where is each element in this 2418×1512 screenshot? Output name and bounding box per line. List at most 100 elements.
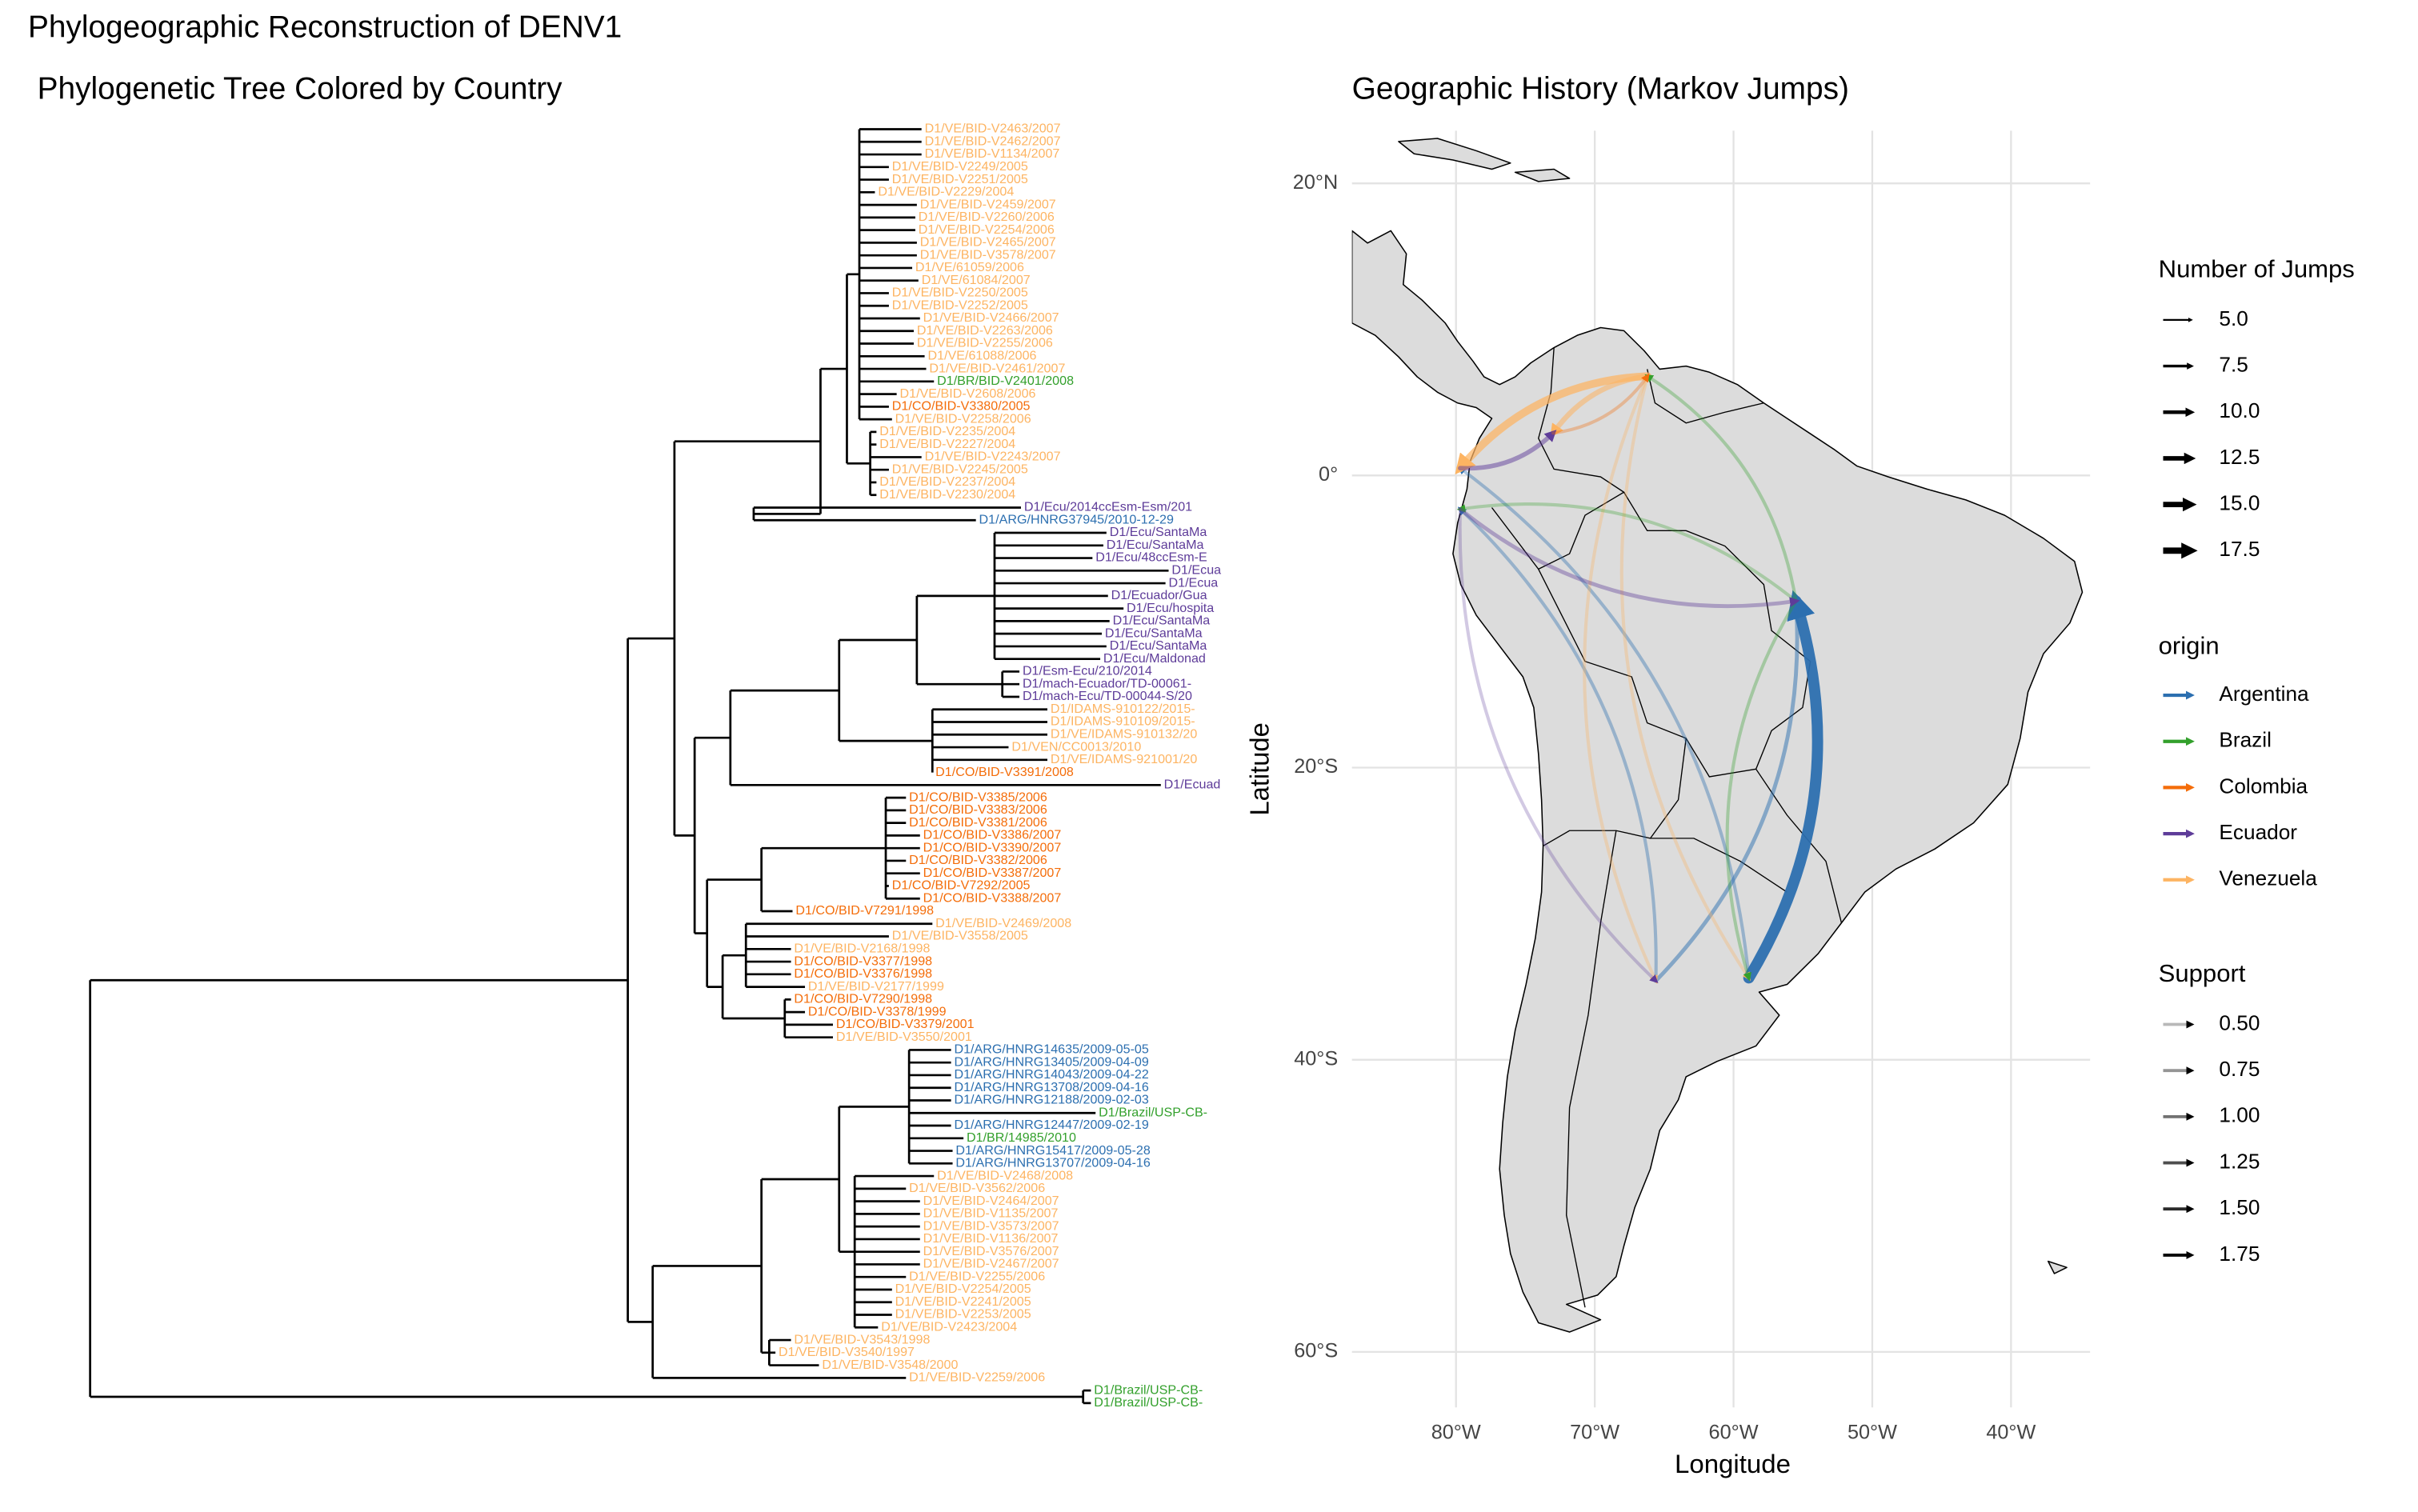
legend-label: 7.5 [2219,353,2248,377]
migration-arc [1458,430,1557,471]
legend-label: 5.0 [2219,306,2248,330]
tip-label: D1/Ecu/SantaMa [1110,525,1207,539]
tip-label: D1/VE/BID-V2254/2005 [895,1282,1031,1296]
legend-label: Argentina [2219,682,2309,706]
island [2047,1260,2068,1274]
legend-label: 15.0 [2219,491,2260,515]
tip-label: D1/Ecu/Maldonad [1103,651,1206,666]
tip-label: D1/ARG/HNRG37945/2010-12-29 [979,513,1174,527]
tip-label: D1/ARG/HNRG12188/2009-02-03 [954,1093,1148,1107]
legend-title: Number of Jumps [2159,255,2355,283]
tip-label: D1/VE/BID-V3576/2007 [923,1244,1059,1258]
migration-arc [1619,374,1751,981]
legend-label: Brazil [2219,728,2272,752]
tip-label: D1/VE/BID-V2468/2008 [937,1168,1073,1182]
tip-label: D1/VE/BID-V2255/2006 [917,336,1053,350]
tip-label: D1/mach-Ecu/TD-00044-S/20 [1023,689,1192,703]
arcs [1455,372,1824,984]
tip-label: D1/CO/BID-V3377/1998 [794,954,932,968]
migration-arc [1551,373,1650,435]
tip-label: D1/CO/BID-V3388/2007 [923,891,1062,906]
migration-arc [1725,599,1798,982]
tip-label: D1/VE/BID-V3578/2007 [920,247,1056,262]
migration-arc [1457,506,1658,983]
tip-label: D1/VE/BID-V2466/2007 [923,310,1059,325]
legend-label: 1.25 [2219,1150,2260,1174]
tip-label: D1/ARG/HNRG13707/2009-04-16 [955,1156,1150,1170]
y-tick-label: 40°S [1294,1047,1338,1070]
migration-arc [1743,590,1824,984]
tip-label: D1/Brazil/USP-CB- [1094,1395,1203,1410]
tip-label: D1/VE/BID-V2260/2006 [919,210,1055,224]
migration-arc [1455,372,1651,474]
tip-label: D1/VE/BID-V1135/2007 [923,1206,1059,1221]
tip-label: D1/ARG/HNRG13708/2009-04-16 [954,1080,1148,1094]
tip-label: D1/Brazil/USP-CB- [1099,1106,1207,1120]
tip-label: D1/CO/BID-V7290/1998 [794,992,932,1006]
migration-arc [1644,374,1798,603]
tip-label: D1/Ecu/2014ccEsm-Esm/201 [1024,500,1192,514]
tip-label: D1/ARG/HNRG12447/2009-02-19 [954,1118,1148,1132]
tip-label: D1/CO/BID-V3381/2006 [909,815,1047,830]
legend-label: 12.5 [2219,445,2260,469]
tip-label: D1/VE/BID-V2259/2006 [909,1370,1045,1385]
tip-label: D1/CO/BID-V3379/2001 [836,1017,975,1031]
tip-label: D1/VE/BID-V2469/2008 [935,916,1071,930]
tip-label: D1/IDAMS-910109/2015- [1051,714,1195,729]
y-tick-label: 20°S [1294,755,1338,778]
tree-title: Phylogenetic Tree Colored by Country [38,72,563,106]
tip-label: D1/CO/BID-V3386/2007 [923,828,1062,842]
legend: Number of Jumps 5.0 7.5 10.0 12.5 15.0 17.5 ori… [2159,255,2355,1266]
legend-title: Support [2159,959,2246,987]
tip-label: D1/VE/BID-V2462/2007 [925,134,1061,149]
tip-label: D1/CO/BID-V3383/2006 [909,802,1047,817]
tip-label: D1/Ecu/hospita [1127,601,1214,615]
tip-label: D1/CO/BID-V3382/2006 [909,853,1047,867]
tip-label: D1/VE/61088/2006 [927,349,1036,363]
tip-label: D1/Ecua [1169,575,1219,590]
x-tick-label: 70°W [1570,1422,1619,1444]
tip-label: D1/CO/BID-V7292/2005 [892,878,1031,893]
tip-label: D1/Ecu/SantaMa [1113,614,1211,628]
tip-label: D1/VE/BID-V1134/2007 [925,146,1060,161]
legend-label: Colombia [2219,774,2308,798]
tip-label: D1/VE/BID-V3562/2006 [909,1181,1045,1195]
tip-label: D1/VE/BID-V2235/2004 [879,424,1015,438]
tip-label: D1/VE/BID-V3548/2000 [822,1358,958,1372]
tip-label: D1/CO/BID-V7291/1998 [795,903,934,918]
tip-label: D1/mach-Ecuador/TD-00061- [1023,676,1191,690]
legend-label: 1.00 [2219,1103,2260,1127]
migration-arc [1654,597,1802,983]
legend-label: Venezuela [2219,866,2317,890]
tip-label: D1/VE/BID-V2465/2007 [920,235,1056,250]
tip-label: D1/VE/BID-V3543/1998 [794,1332,930,1346]
legend-title: origin [2159,632,2220,660]
island [1514,168,1571,182]
tip-label: D1/VE/BID-V2245/2005 [892,462,1028,476]
migration-arc [1550,373,1651,438]
tip-label: D1/Ecuador/Gua [1111,588,1207,602]
tip-label: D1/VE/BID-V2229/2004 [878,185,1014,199]
island [1398,138,1511,170]
tip-label: D1/VE/61059/2006 [915,260,1024,274]
tip-label: D1/VE/BID-V2249/2005 [892,159,1028,174]
tip-label: D1/Esm-Ecu/210/2014 [1023,664,1152,678]
x-tick-label: 60°W [1709,1422,1759,1444]
tip-label: D1/VE/BID-V2423/2004 [881,1320,1017,1334]
x-tick-label: 40°W [1986,1422,2036,1444]
tip-label: D1/CO/BID-V3391/2008 [935,765,1074,779]
tip-label: D1/VE/BID-V2255/2006 [909,1269,1045,1283]
tip-label: D1/Ecu/SantaMa [1105,626,1203,640]
legend-label: Ecuador [2219,820,2297,844]
tip-label: D1/VE/BID-V2461/2007 [929,361,1065,375]
tip-label: D1/VE/IDAMS-921001/20 [1051,752,1198,766]
tip-label: D1/VE/BID-V2230/2004 [879,487,1015,502]
tip-label: D1/VE/BID-V3558/2005 [892,929,1028,943]
migration-arc [1458,506,1800,609]
x-tick-label: 80°W [1431,1422,1481,1444]
tip-label: D1/Brazil/USP-CB- [1094,1382,1203,1397]
legend-label: 1.75 [2219,1242,2260,1266]
y-tick-label: 20°N [1293,171,1338,194]
y-axis-label: Latitude [1245,722,1275,815]
tip-label: D1/VE/BID-V2467/2007 [923,1257,1059,1271]
